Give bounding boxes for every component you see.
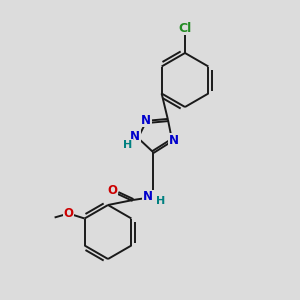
Text: N: N	[141, 113, 151, 127]
Text: O: O	[107, 184, 117, 197]
Text: N: N	[130, 130, 140, 143]
Text: H: H	[123, 140, 133, 150]
Text: H: H	[156, 196, 166, 206]
Text: N: N	[143, 190, 153, 203]
Text: Cl: Cl	[178, 22, 192, 34]
Text: O: O	[64, 207, 74, 220]
Text: N: N	[169, 134, 179, 146]
